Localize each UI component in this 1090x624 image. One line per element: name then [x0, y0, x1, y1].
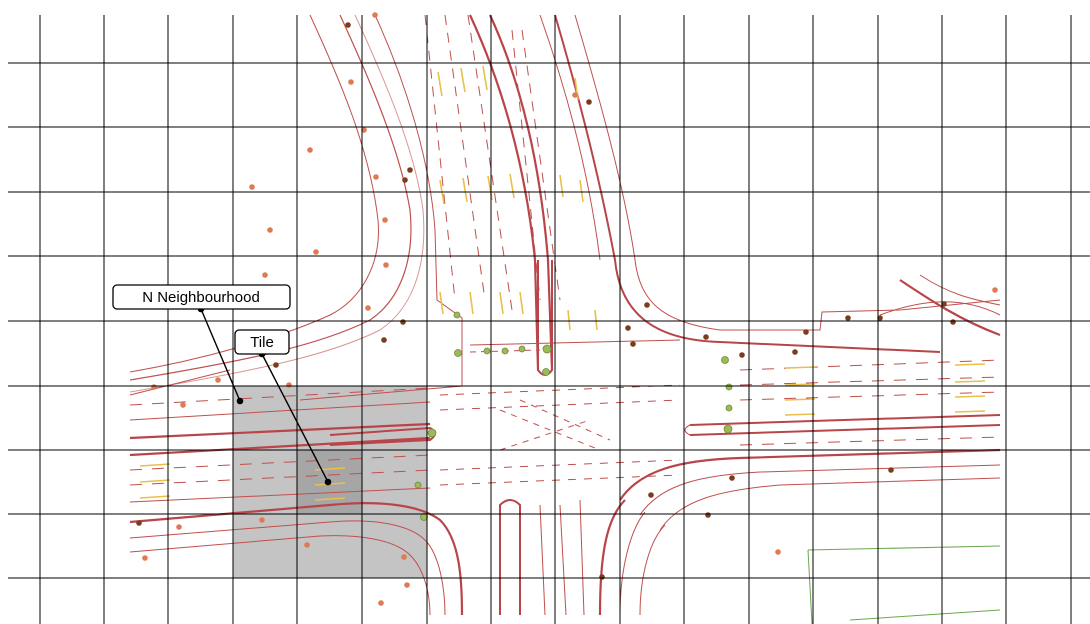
neighbourhood-callout: N Neighbourhood	[112, 284, 291, 310]
tile-grid	[8, 15, 1090, 624]
tree-dots-light	[142, 12, 998, 606]
neighbourhood-label: N Neighbourhood	[142, 289, 260, 306]
tile-label: Tile	[250, 334, 274, 351]
lane-arrows	[139, 65, 986, 501]
parcel-outline	[807, 545, 1001, 624]
traffic-signals	[414, 311, 733, 521]
tree-dots-dark	[136, 22, 956, 580]
tile-callout: Tile	[234, 329, 290, 355]
callout-leaders	[197, 305, 332, 486]
road-network	[129, 14, 1001, 616]
